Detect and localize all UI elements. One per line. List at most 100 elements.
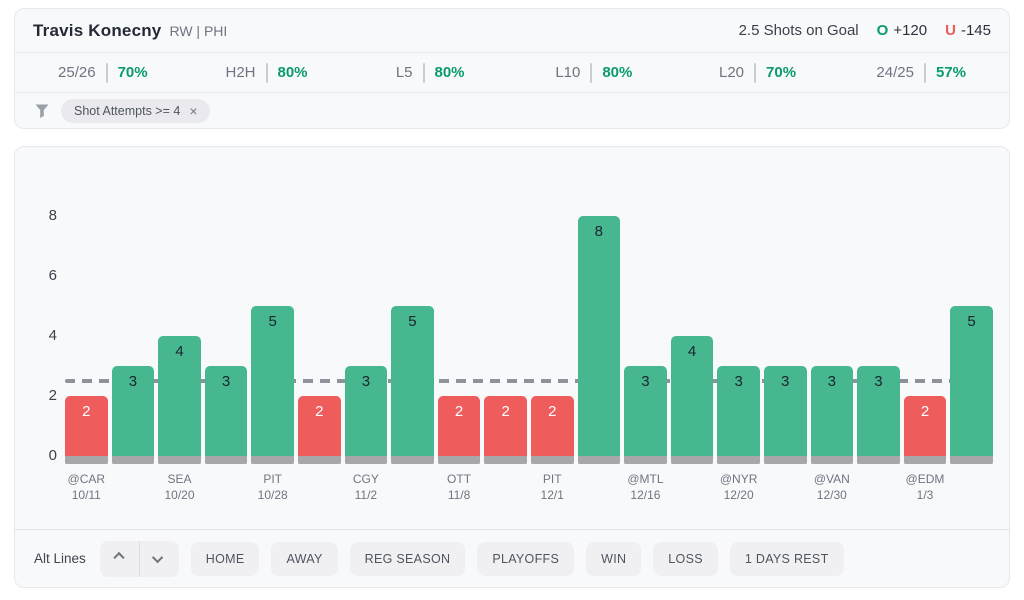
prop-odds: 2.5 Shots on Goal O +120 U -145 — [739, 22, 991, 39]
x-axis-empty-slot — [764, 471, 807, 503]
bar-base-strip — [530, 456, 574, 464]
game-bar[interactable]: 5 — [251, 306, 294, 464]
bar-value-label: 3 — [128, 373, 138, 390]
x-axis-empty-slot — [671, 471, 714, 503]
game-bar[interactable]: 2 — [530, 396, 574, 464]
bar-value-label: 2 — [920, 403, 930, 420]
prop-chart-card: 0 2 4 6 8 2 3 4 3 5 2 3 5 2 2 2 8 3 4 3 — [14, 146, 1010, 588]
game-date-label: 12/16 — [630, 488, 661, 502]
x-axis-label: CGY 11/2 — [345, 471, 388, 503]
game-bar[interactable]: 3 — [344, 366, 388, 464]
stat-label: L10 — [555, 64, 581, 81]
stat-value: 70% — [766, 64, 797, 81]
filter-row: Shot Attempts >= 4 × — [15, 93, 1009, 128]
filter-button-playoffs[interactable]: PLAYOFFS — [477, 541, 575, 576]
stat-value: 80% — [277, 64, 308, 81]
stat-divider — [590, 62, 593, 83]
under-odds[interactable]: U -145 — [945, 22, 991, 39]
opponent-label: @MTL — [627, 472, 664, 486]
bar-base-strip — [857, 456, 900, 464]
game-bar[interactable]: 5 — [950, 306, 993, 464]
game-bar[interactable]: 5 — [391, 306, 434, 464]
bar-value-label: 2 — [454, 403, 464, 420]
bar-value-label: 3 — [874, 373, 883, 390]
plot-area: 2 3 4 3 5 2 3 5 2 2 2 8 3 4 3 3 3 3 2 — [65, 164, 993, 464]
game-date-label: 10/11 — [71, 488, 101, 502]
game-bar[interactable]: 2 — [437, 396, 481, 464]
game-bar[interactable]: 2 — [65, 396, 108, 464]
opponent-label: OTT — [447, 472, 472, 486]
under-icon: U — [945, 22, 956, 39]
opponent-label: @NYR — [719, 472, 758, 486]
x-axis-empty-slot — [112, 471, 155, 503]
x-axis-label: PIT 12/1 — [531, 471, 574, 503]
filter-button-reg-season[interactable]: REG SEASON — [349, 541, 466, 576]
game-bar[interactable]: 8 — [577, 216, 621, 464]
alt-line-up-button[interactable] — [100, 541, 139, 577]
stat-value: 70% — [117, 64, 148, 81]
stat-L20: L20 70% — [676, 53, 840, 92]
game-bar[interactable]: 3 — [857, 366, 900, 464]
chart-toolbar: Alt Lines HOME AWAY REG SEASON PLAYOFFS WIN L… — [15, 529, 1009, 587]
bar-value-label: 3 — [781, 373, 790, 390]
game-date-label: 12/30 — [816, 488, 847, 502]
bar-value-label: 4 — [687, 343, 697, 360]
game-bar[interactable]: 4 — [158, 336, 201, 464]
y-axis-tick: 8 — [48, 207, 57, 224]
x-axis-label: OTT 11/8 — [438, 471, 481, 503]
y-axis-tick: 0 — [48, 447, 57, 464]
x-axis-label: @EDM 1/3 — [904, 471, 947, 503]
bar-value-label: 8 — [594, 223, 603, 240]
stat-L5: L5 80% — [348, 53, 512, 92]
filter-button-win[interactable]: WIN — [586, 541, 642, 576]
filter-button-away[interactable]: AWAY — [271, 541, 338, 576]
bar-value-label: 4 — [175, 343, 184, 360]
bar-value-label: 3 — [641, 373, 650, 390]
bar-value-label: 2 — [82, 403, 91, 420]
bar-value-label: 5 — [408, 313, 417, 330]
over-odds[interactable]: O +120 — [877, 22, 927, 39]
game-bar[interactable]: 3 — [111, 366, 155, 464]
stat-label: L20 — [718, 64, 745, 81]
alt-line-down-button[interactable] — [140, 541, 179, 577]
bar-base-strip — [577, 456, 621, 464]
game-bar[interactable]: 3 — [204, 366, 248, 464]
x-axis-empty-slot — [578, 471, 621, 503]
x-axis-empty-slot — [391, 471, 434, 503]
game-bar[interactable]: 3 — [763, 366, 807, 464]
game-bar[interactable]: 3 — [717, 366, 760, 464]
bar-value-label: 2 — [501, 403, 510, 420]
bar-value-label: 3 — [734, 373, 743, 390]
game-bar[interactable]: 2 — [484, 396, 527, 464]
game-date-label: 10/28 — [257, 488, 288, 502]
filter-chip[interactable]: Shot Attempts >= 4 × — [61, 99, 210, 123]
filter-button-home[interactable]: HOME — [190, 541, 260, 576]
game-bar[interactable]: 3 — [624, 366, 667, 464]
hit-rate-stats-row: 25/26 70% H2H 80% L5 80% L10 80% — [15, 53, 1009, 93]
filter-button-loss[interactable]: LOSS — [653, 541, 718, 576]
bar-base-strip — [158, 456, 201, 464]
stat-value: 80% — [434, 64, 465, 81]
under-odds-value: -145 — [960, 22, 991, 39]
filter-button-1-days-rest[interactable]: 1 DAYS REST — [729, 541, 844, 576]
filter-buttons-group: HOME AWAY REG SEASON PLAYOFFS WIN LOSS 1 DAYS … — [190, 541, 844, 576]
game-bar[interactable]: 2 — [903, 396, 947, 464]
opponent-label: @CAR — [67, 472, 106, 486]
game-bar[interactable]: 4 — [670, 336, 714, 464]
filter-funnel-icon — [35, 104, 49, 118]
stepper-divider — [138, 540, 140, 577]
game-bar[interactable]: 2 — [297, 396, 341, 464]
game-date-label: 1/3 — [916, 488, 934, 502]
game-bar[interactable]: 3 — [810, 366, 854, 464]
bar-base-strip — [111, 456, 155, 464]
x-axis-label: @MTL 12/16 — [624, 471, 667, 503]
over-icon: O — [876, 22, 889, 39]
x-axis-empty-slot — [484, 471, 527, 503]
chip-close-icon[interactable]: × — [189, 103, 198, 119]
prop-label: 2.5 Shots on Goal — [738, 22, 859, 39]
bar-base-strip — [391, 456, 434, 464]
opponent-label: CGY — [352, 472, 379, 486]
x-axis-label: @NYR 12/20 — [717, 471, 760, 503]
opponent-label: SEA — [167, 472, 192, 486]
